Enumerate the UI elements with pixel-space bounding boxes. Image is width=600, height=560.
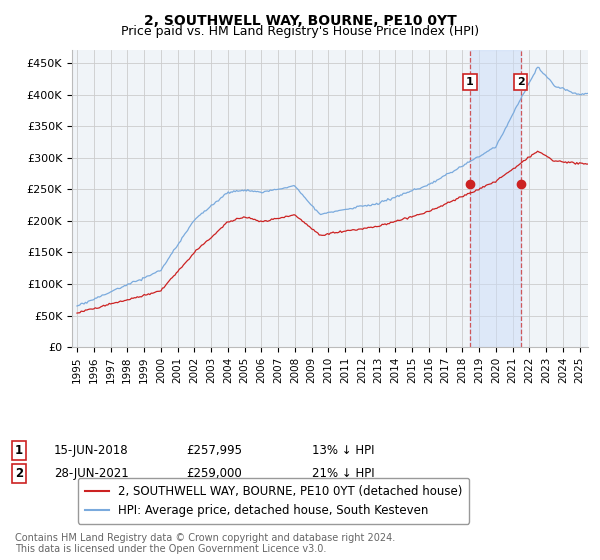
- Text: 21% ↓ HPI: 21% ↓ HPI: [312, 466, 374, 480]
- Text: 2: 2: [517, 77, 524, 87]
- Legend: 2, SOUTHWELL WAY, BOURNE, PE10 0YT (detached house), HPI: Average price, detache: 2, SOUTHWELL WAY, BOURNE, PE10 0YT (deta…: [78, 478, 469, 524]
- Text: Contains HM Land Registry data © Crown copyright and database right 2024.
This d: Contains HM Land Registry data © Crown c…: [15, 533, 395, 554]
- Text: 13% ↓ HPI: 13% ↓ HPI: [312, 444, 374, 458]
- Text: 15-JUN-2018: 15-JUN-2018: [54, 444, 128, 458]
- Text: 2: 2: [15, 466, 23, 480]
- Text: £257,995: £257,995: [186, 444, 242, 458]
- Text: 2, SOUTHWELL WAY, BOURNE, PE10 0YT: 2, SOUTHWELL WAY, BOURNE, PE10 0YT: [143, 14, 457, 28]
- Text: £259,000: £259,000: [186, 466, 242, 480]
- Text: 1: 1: [466, 77, 474, 87]
- Bar: [470, 50, 521, 347]
- Text: Price paid vs. HM Land Registry's House Price Index (HPI): Price paid vs. HM Land Registry's House …: [121, 25, 479, 38]
- Text: 28-JUN-2021: 28-JUN-2021: [54, 466, 129, 480]
- Text: 1: 1: [15, 444, 23, 458]
